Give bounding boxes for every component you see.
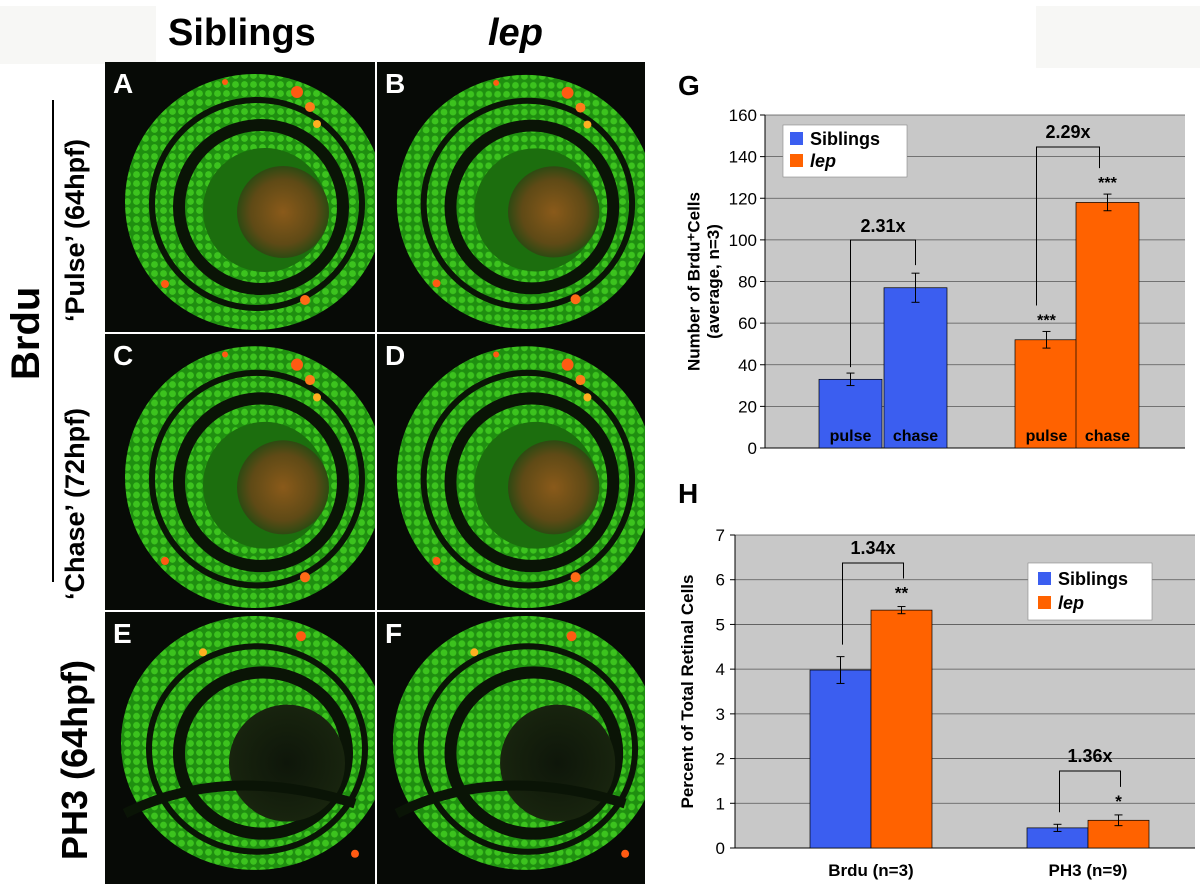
y-tick-label: 120 xyxy=(729,189,757,208)
y-tick-label: 160 xyxy=(729,106,757,125)
significance-stars: *** xyxy=(1098,175,1117,192)
bar-siblings-chase xyxy=(883,287,948,449)
y-tick-label: 7 xyxy=(716,526,725,545)
significance-stars: ** xyxy=(895,584,909,603)
y-axis-label: Number of Brdu⁺Cells(average, n=3) xyxy=(685,192,724,371)
significance-stars: *** xyxy=(1037,312,1056,329)
y-tick-label: 20 xyxy=(738,397,757,416)
row-label-chase: ‘Chase’ (72hpf) xyxy=(60,407,90,600)
bar-label: chase xyxy=(1085,428,1130,445)
y-tick-label: 40 xyxy=(738,356,757,375)
header-lep: lep xyxy=(488,12,543,54)
micrograph-a-image xyxy=(105,62,375,332)
row-label-brdu: Brdu xyxy=(4,286,48,380)
chart-h: 0 1 2 3 4 5 6 7 Percent of Total Retinal Cells Br… xyxy=(678,526,1195,880)
chart-h-letter: H xyxy=(678,478,699,509)
y-tick-label: 80 xyxy=(738,273,757,292)
fold-change-label: 2.31x xyxy=(860,216,905,236)
legend-label: lep xyxy=(810,151,836,171)
bracket xyxy=(1059,770,1121,813)
micrograph-d-image xyxy=(377,334,645,610)
chart-g-letter: G xyxy=(678,70,700,101)
y-tick-label: 2 xyxy=(716,750,725,769)
legend-swatch xyxy=(1038,572,1051,585)
panel-letter-d: D xyxy=(385,340,406,371)
micrograph-c: C xyxy=(105,334,375,610)
bar-label: pulse xyxy=(1026,428,1068,445)
bracket xyxy=(1036,146,1100,306)
x-tick-label: PH3 (n=9) xyxy=(1049,861,1128,880)
x-tick-label: Brdu (n=3) xyxy=(828,861,913,880)
y-tick-label: 5 xyxy=(716,615,725,634)
y-tick-label: 6 xyxy=(716,571,725,590)
legend-swatch xyxy=(790,154,803,167)
bar-lep-brdu xyxy=(870,609,933,849)
legend-swatch xyxy=(790,132,803,145)
panel-letter-f: F xyxy=(385,618,403,649)
y-tick-label: 100 xyxy=(729,231,757,250)
fold-change-label: 1.34x xyxy=(850,538,895,558)
micrograph-d: D xyxy=(377,334,645,610)
divider-line xyxy=(52,100,54,582)
bar-label: pulse xyxy=(830,428,872,445)
micrograph-f-image xyxy=(377,612,645,884)
legend-label: Siblings xyxy=(1058,569,1128,589)
bar-siblings-pulse xyxy=(818,378,883,449)
micrograph-e-image xyxy=(105,612,375,884)
micrograph-a: A xyxy=(105,62,375,332)
corner-shade-left xyxy=(0,6,156,64)
micrograph-b: B xyxy=(377,62,645,332)
bar-lep-chase xyxy=(1075,202,1140,449)
header-siblings: Siblings xyxy=(168,12,316,54)
legend-label: lep xyxy=(1058,593,1084,613)
legend-box xyxy=(782,124,908,178)
legend-label: Siblings xyxy=(810,129,880,149)
y-tick-label: 4 xyxy=(716,660,725,679)
bar-label: chase xyxy=(893,428,938,445)
significance-stars: * xyxy=(1115,792,1122,811)
corner-shade xyxy=(1036,6,1200,68)
y-tick-label: 60 xyxy=(738,314,757,333)
bracket xyxy=(850,239,916,368)
y-tick-label: 3 xyxy=(716,705,725,724)
chart-g: 0 20 40 60 80 100 120 140 160 Number of Brdu⁺Cell… xyxy=(685,106,1185,458)
y-axis-label: Percent of Total Retinal Cells xyxy=(678,575,697,809)
micrograph-c-image xyxy=(105,334,375,610)
bar-lep-pulse xyxy=(1014,339,1079,449)
fold-change-label: 2.29x xyxy=(1045,122,1090,142)
row-label-ph3: PH3 (64hpf) xyxy=(54,659,95,860)
panel-letter-e: E xyxy=(113,618,132,649)
y-tick-label: 0 xyxy=(716,839,725,858)
panel-letter-c: C xyxy=(113,340,134,371)
legend-swatch xyxy=(1038,596,1051,609)
panel-letter-a: A xyxy=(113,68,134,99)
micrograph-b-image xyxy=(377,62,645,332)
bracket xyxy=(842,562,904,645)
micrograph-e: E xyxy=(105,612,375,884)
micrograph-f: F xyxy=(377,612,645,884)
bar-siblings-brdu xyxy=(809,669,872,849)
y-tick-label: 0 xyxy=(748,439,757,458)
y-tick-label: 140 xyxy=(729,148,757,167)
fold-change-label: 1.36x xyxy=(1067,746,1112,766)
y-tick-label: 1 xyxy=(716,794,725,813)
row-label-pulse: ‘Pulse’ (64hpf) xyxy=(60,138,90,322)
panel-letter-b: B xyxy=(385,68,406,99)
